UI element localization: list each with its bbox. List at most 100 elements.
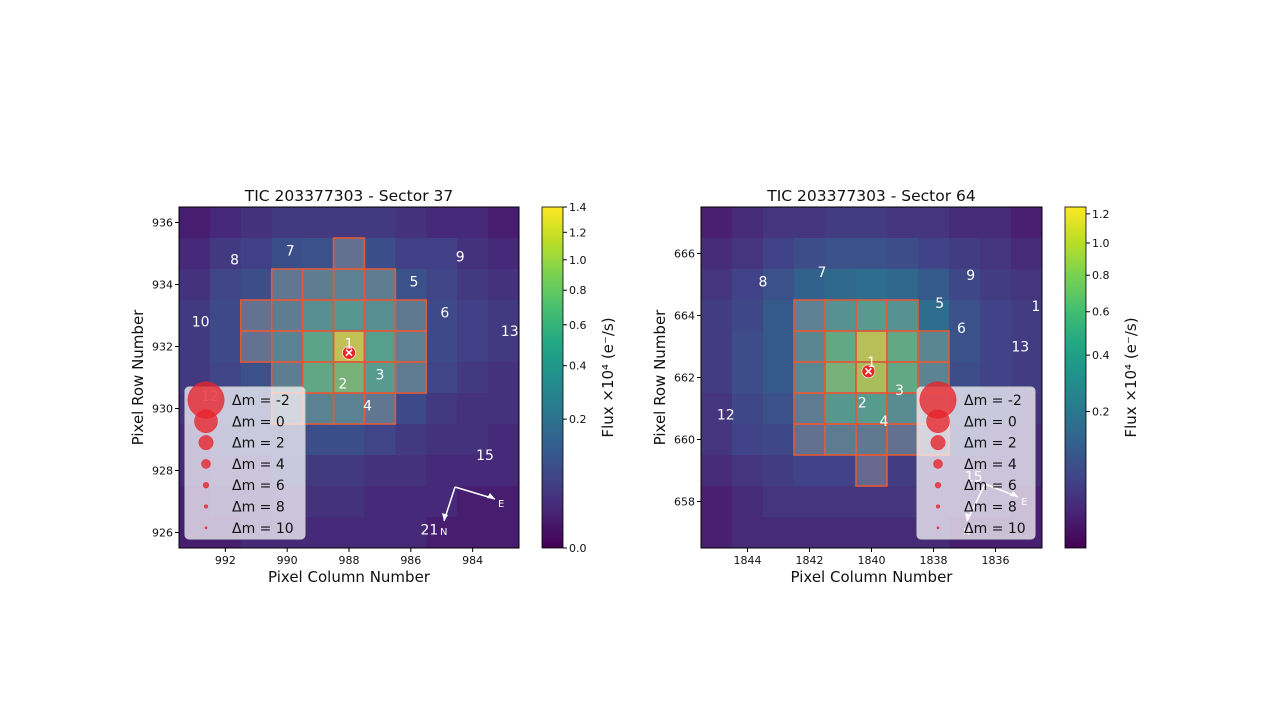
legend-label: Δm = 6 — [232, 478, 285, 494]
aperture-pixel — [886, 392, 919, 425]
heatmap-cell — [395, 238, 427, 270]
heatmap-cell — [825, 300, 857, 332]
heatmap-cell — [488, 238, 520, 270]
colorbar-tick-label: 0.0 — [569, 542, 587, 555]
legend-marker — [926, 409, 950, 434]
heatmap-cell — [1011, 300, 1043, 332]
heatmap-cell — [763, 238, 795, 270]
heatmap-cell — [364, 300, 396, 332]
heatmap-cell — [856, 517, 888, 549]
heatmap-cell — [457, 455, 489, 487]
heatmap-cell — [364, 238, 396, 270]
heatmap-cell — [856, 331, 888, 363]
heatmap-cell — [763, 300, 795, 332]
heatmap-cell — [763, 486, 795, 518]
heatmap-cell — [1011, 331, 1043, 363]
aperture-pixel — [793, 299, 826, 332]
heatmap-cell — [302, 455, 335, 487]
heatmap-cell — [179, 269, 211, 301]
legend: Δm = -2 Δm = 0 Δm = 2 Δm = 4 Δm = 6 Δm = 8 Δm … — [184, 381, 306, 540]
heatmap-cell — [825, 424, 857, 456]
heatmap-cell — [701, 300, 733, 332]
legend-label: Δm = 10 — [964, 521, 1026, 537]
aperture-pixel — [824, 361, 857, 394]
y-axis-label: Pixel Row Number — [129, 309, 147, 446]
legend-marker — [203, 504, 209, 509]
star-label: 15 — [476, 448, 494, 464]
legend-label: Δm = 6 — [964, 478, 1017, 494]
legend-label: Δm = -2 — [964, 393, 1022, 409]
colorbar-bar — [541, 206, 564, 549]
star-label: 1 — [867, 355, 876, 371]
colorbar-tick-label: 0.2 — [1092, 406, 1110, 419]
x-tick-label: 986 — [400, 554, 421, 567]
target-cross-icon — [345, 349, 353, 357]
aperture-pixel — [394, 299, 428, 332]
aperture-pixel — [240, 299, 273, 332]
x-axis-label: Pixel Column Number — [791, 568, 954, 586]
heatmap-cell — [887, 393, 919, 425]
colorbar-tick-label: 0.8 — [569, 284, 587, 297]
star-label: 5 — [409, 274, 418, 290]
heatmap-cell — [457, 238, 489, 270]
heatmap-cell — [732, 238, 764, 270]
chart-title: TIC 203377303 - Sector 64 — [766, 187, 975, 205]
heatmap-cell — [887, 362, 919, 394]
heatmap-cell — [271, 269, 304, 301]
heatmap-cell — [488, 393, 520, 425]
heatmap-cell — [825, 331, 857, 363]
x-tick-label: 1840 — [858, 554, 886, 567]
panel-2: 1234567891121315184418421840183818366666… — [651, 187, 1140, 586]
star-label: 3 — [375, 367, 384, 383]
heatmap-cell — [395, 517, 427, 549]
y-tick-label: 932 — [152, 341, 173, 354]
x-tick-label: 1844 — [734, 554, 762, 567]
x-tick-label: 992 — [215, 554, 236, 567]
heatmap-cell — [302, 207, 335, 239]
heatmap-cell — [732, 424, 764, 456]
heatmap-cell — [457, 269, 489, 301]
heatmap-cell — [794, 269, 826, 301]
heatmap-cell — [179, 207, 211, 239]
compass-n-label: N — [440, 527, 447, 538]
heatmap-cell — [364, 455, 396, 487]
heatmap-cell — [488, 362, 520, 394]
heatmap-cell — [457, 362, 489, 394]
heatmap-cell — [887, 238, 919, 270]
aperture-pixel — [363, 299, 397, 332]
y-tick-label: 926 — [152, 527, 173, 540]
colorbar-tick-label: 1.0 — [1092, 237, 1110, 250]
x-tick-label: 984 — [462, 554, 483, 567]
heatmap-cell — [887, 207, 919, 239]
heatmap-cell — [395, 269, 427, 301]
heatmap-cell — [732, 331, 764, 363]
y-tick-label: 658 — [674, 496, 695, 509]
heatmap-cell — [825, 207, 857, 239]
y-tick-label: 928 — [152, 465, 173, 478]
aperture-pixel — [824, 423, 857, 456]
star-label: 1 — [345, 336, 354, 352]
heatmap-cell — [364, 424, 396, 456]
legend-label: Δm = -2 — [232, 393, 290, 409]
heatmap-cell — [302, 486, 335, 518]
heatmap-cell — [302, 331, 335, 363]
heatmap-cell — [887, 300, 919, 332]
heatmap-cell — [488, 455, 520, 487]
heatmap-cell — [488, 517, 520, 549]
heatmap-cell — [825, 362, 857, 394]
legend-marker — [204, 526, 208, 530]
heatmap-cell — [240, 238, 273, 270]
aperture-pixel — [332, 237, 366, 270]
heatmap-cell — [794, 300, 826, 332]
heatmap-cell — [426, 455, 458, 487]
heatmap-cell — [949, 269, 981, 301]
heatmap-cell — [794, 331, 826, 363]
heatmap-cell — [701, 269, 733, 301]
heatmap-cell — [856, 486, 888, 518]
heatmap-cell — [302, 362, 335, 394]
heatmap-cell — [333, 362, 365, 394]
aperture-pixel — [855, 454, 888, 487]
star-label: 7 — [286, 243, 295, 259]
heatmap-cell — [457, 207, 489, 239]
